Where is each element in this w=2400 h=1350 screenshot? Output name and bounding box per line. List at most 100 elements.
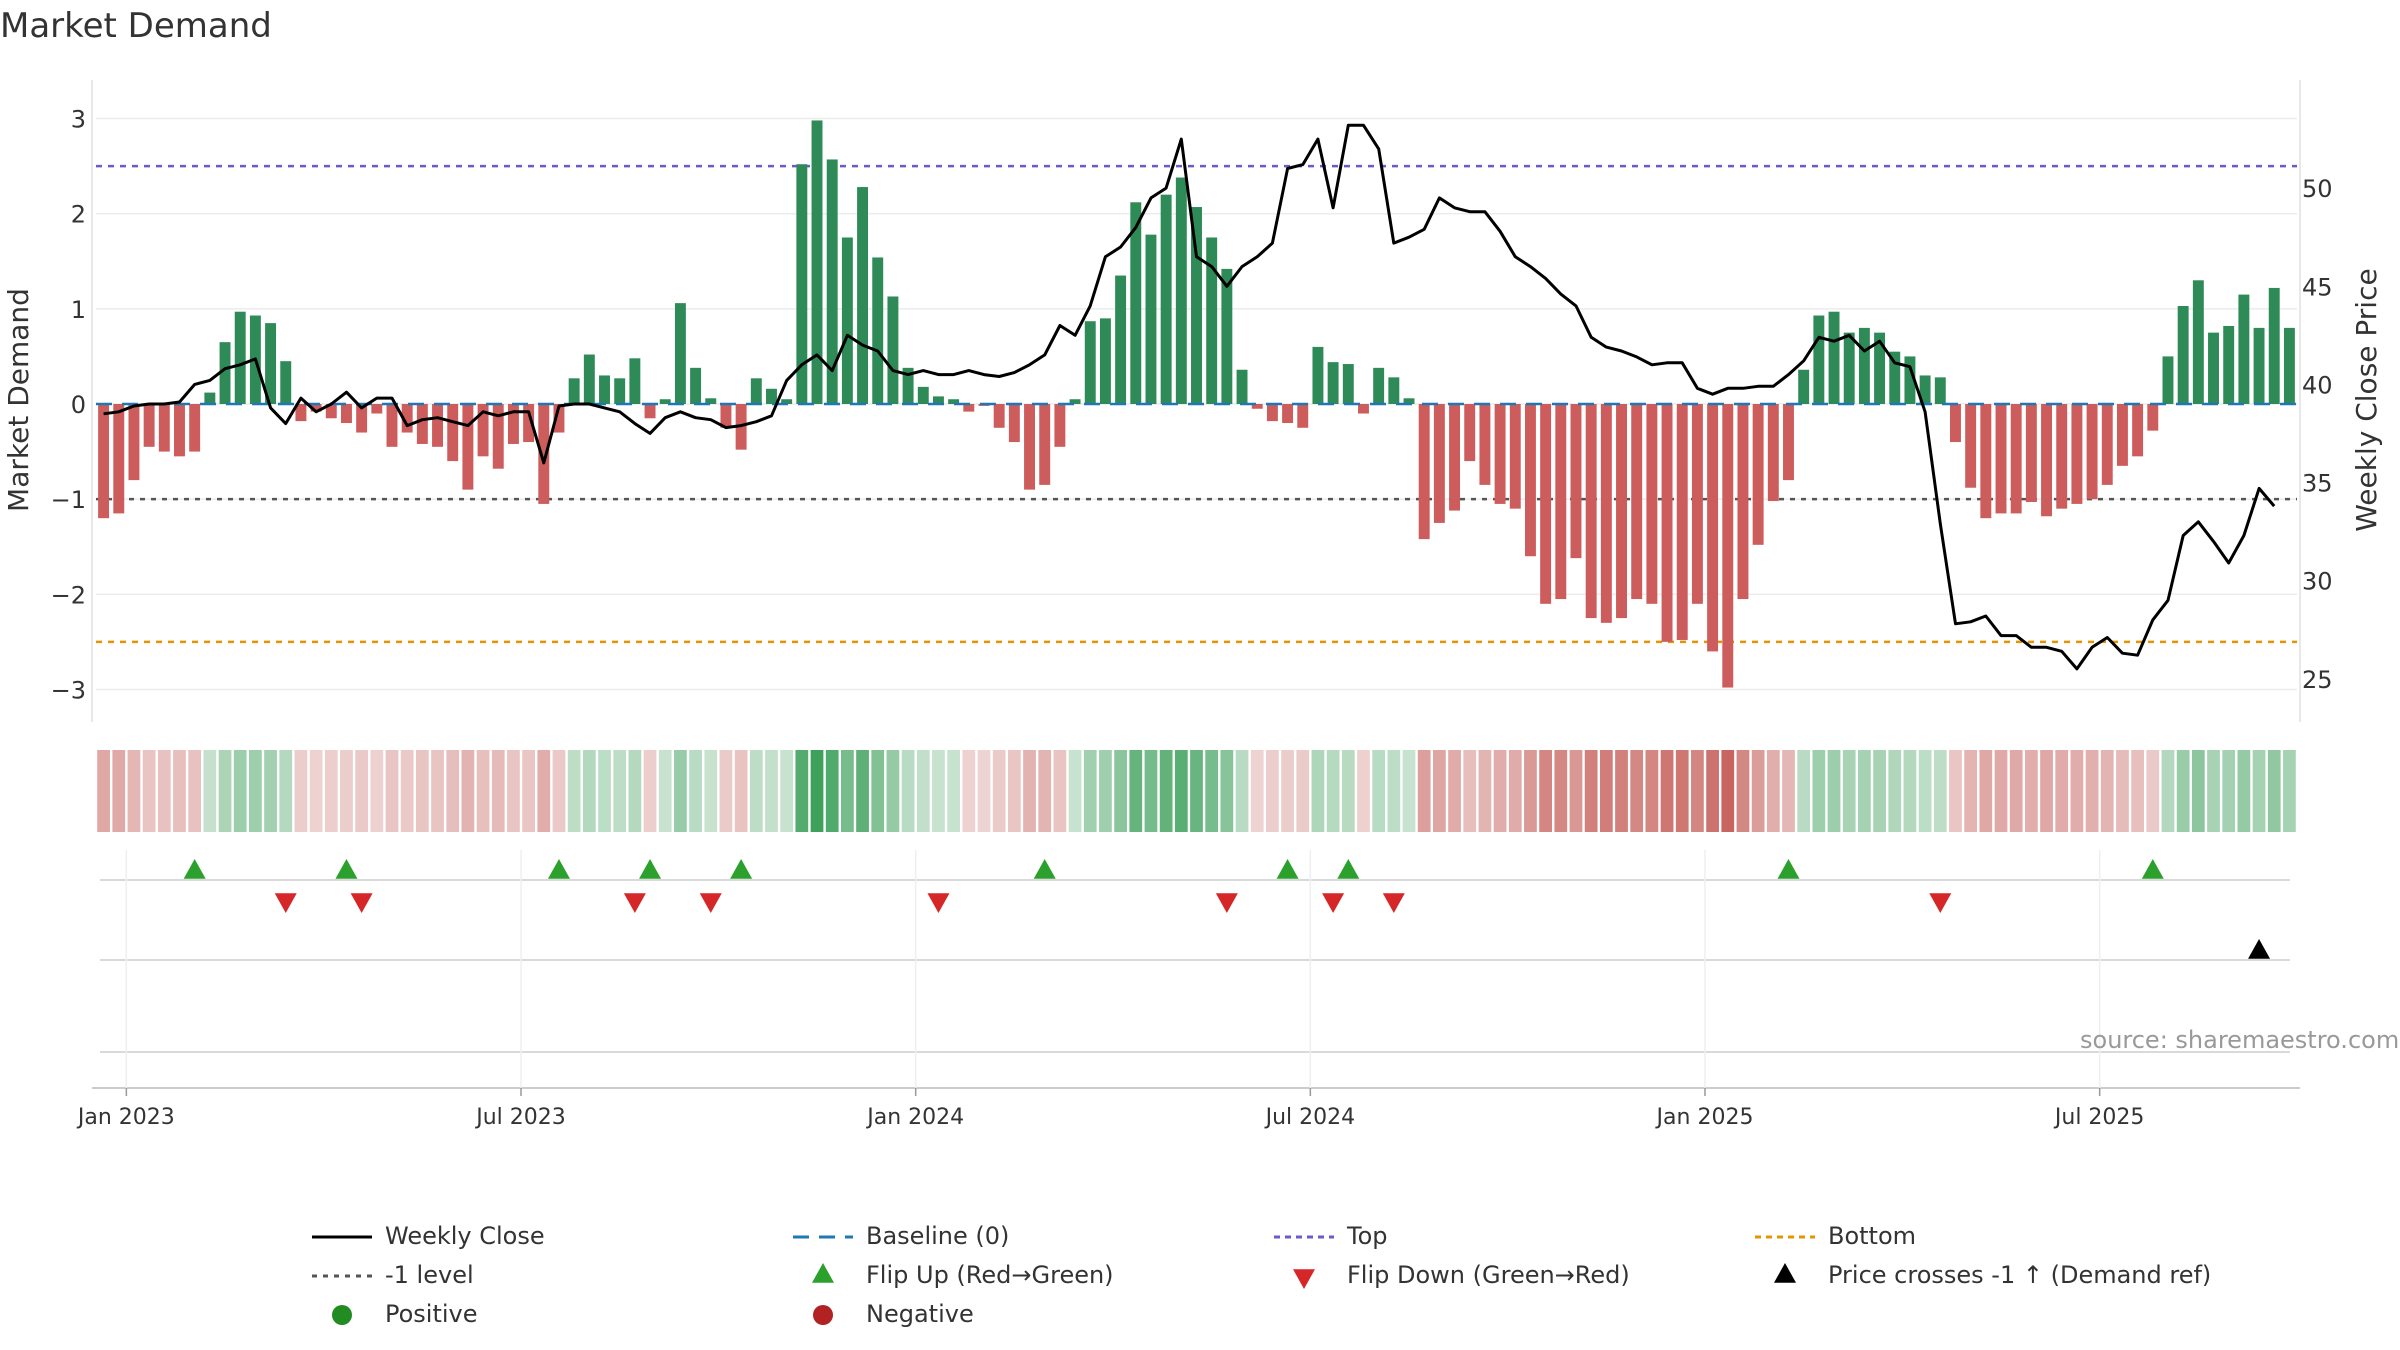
- heat-cell: [871, 750, 885, 832]
- heat-cell: [1144, 750, 1158, 832]
- heat-cell: [1250, 750, 1264, 832]
- demand-bar-negative: [1555, 404, 1567, 600]
- demand-bar-negative: [553, 404, 565, 433]
- demand-bar-negative: [523, 404, 535, 443]
- demand-bar-negative: [1691, 404, 1703, 604]
- demand-bar-negative: [1752, 404, 1764, 545]
- heat-cell: [157, 750, 171, 832]
- demand-bar-negative: [1297, 404, 1309, 428]
- flip-up-marker: [183, 859, 206, 879]
- heat-cell: [1766, 750, 1780, 832]
- heat-cell: [2055, 750, 2069, 832]
- heat-cell: [2146, 750, 2160, 832]
- flip-up-marker: [2141, 859, 2164, 879]
- demand-bar-positive: [2223, 325, 2235, 404]
- heat-cell: [628, 750, 642, 832]
- y-right-tick-label: 45: [2302, 273, 2333, 301]
- heat-cell: [324, 750, 338, 832]
- demand-bar-negative: [1950, 404, 1961, 443]
- heat-cell: [112, 750, 126, 832]
- demand-bar-negative: [1509, 404, 1521, 509]
- heat-cell: [643, 750, 657, 832]
- x-axis: Jan 2023 Jul 2023 Jan 2024 Jul 2024 Jan 2025…: [76, 850, 2300, 1130]
- demand-bar-negative: [2041, 404, 2053, 517]
- demand-bar-positive: [568, 378, 580, 404]
- heat-cell: [765, 750, 778, 832]
- demand-bar-negative: [174, 404, 185, 457]
- flip-down-marker: [1322, 893, 1345, 913]
- heat-cell: [1660, 750, 1674, 832]
- heat-cell: [1372, 750, 1386, 832]
- demand-bar-negative: [1039, 404, 1051, 485]
- heat-cell: [1599, 750, 1613, 832]
- flip-down-marker: [699, 893, 722, 913]
- demand-bar-negative: [1251, 404, 1263, 409]
- flip-down-marker: [1215, 893, 1238, 913]
- heat-cell: [2009, 750, 2023, 832]
- y-tick-label: 2: [71, 201, 86, 229]
- demand-bar-positive: [2283, 327, 2295, 404]
- demand-bar-positive: [1858, 327, 1870, 404]
- heat-cell: [294, 750, 308, 832]
- demand-bar-negative: [1722, 404, 1734, 688]
- heat-cell: [385, 750, 399, 832]
- heat-cell: [1918, 750, 1932, 832]
- heat-cell: [1964, 750, 1978, 832]
- demand-bar-positive: [766, 388, 777, 404]
- heat-cell: [1584, 750, 1598, 832]
- demand-bar-negative: [1570, 404, 1582, 559]
- heat-cell: [2252, 750, 2266, 832]
- demand-bar-positive: [932, 396, 944, 404]
- demand-bar-negative: [1676, 404, 1688, 640]
- heat-cell: [689, 750, 702, 832]
- heat-cell: [1478, 750, 1492, 832]
- demand-bar-positive: [811, 120, 823, 404]
- demand-bar-negative: [310, 404, 322, 412]
- demand-bar-negative: [356, 404, 368, 433]
- heat-cell: [2161, 750, 2175, 832]
- heat-cell: [1508, 750, 1522, 832]
- demand-bar-negative: [1995, 404, 2007, 514]
- heat-cell: [856, 750, 869, 832]
- heat-cell: [795, 750, 809, 832]
- demand-bar-positive: [1160, 194, 1172, 404]
- heat-cell: [1129, 750, 1143, 832]
- heat-cell: [1751, 750, 1765, 832]
- demand-bar-positive: [204, 392, 216, 404]
- demand-bar-negative: [963, 404, 975, 412]
- heat-cell: [598, 750, 611, 832]
- demand-bar-positive: [2192, 280, 2204, 404]
- heat-cell: [916, 750, 930, 832]
- heat-cell: [2237, 750, 2251, 832]
- demand-bar-negative: [2147, 404, 2159, 431]
- heat-cell: [704, 750, 718, 832]
- heat-cell: [947, 750, 961, 832]
- heat-cell: [1675, 750, 1689, 832]
- heat-cell: [1387, 750, 1401, 832]
- demand-bar-negative: [507, 404, 519, 444]
- demand-bar-negative: [416, 404, 428, 444]
- demand-bar-negative: [1433, 404, 1445, 523]
- y-tick-label: 0: [71, 391, 86, 419]
- demand-bar-positive: [781, 399, 793, 404]
- heat-cell: [1190, 750, 1203, 832]
- heat-cell: [1174, 750, 1188, 832]
- heat-cell: [825, 750, 839, 832]
- heat-cell: [446, 750, 460, 832]
- flip-down-marker: [274, 893, 297, 913]
- demand-bar-positive: [219, 342, 231, 404]
- demand-bar-positive: [614, 378, 626, 404]
- demand-bar-negative: [1631, 404, 1643, 600]
- heat-cell: [886, 750, 900, 832]
- heat-cell: [537, 750, 551, 832]
- demand-bar-negative: [1449, 404, 1461, 511]
- heat-cell: [1827, 750, 1841, 832]
- demand-bar-negative: [1358, 404, 1369, 414]
- demand-bar-positive: [1828, 311, 1840, 404]
- heat-cell: [1417, 750, 1431, 832]
- demand-bar-positive: [1191, 207, 1202, 404]
- demand-bar-positive: [1145, 234, 1157, 404]
- demand-bar-positive: [705, 398, 717, 404]
- heat-cell: [1842, 750, 1856, 832]
- demand-bar-negative: [371, 404, 383, 414]
